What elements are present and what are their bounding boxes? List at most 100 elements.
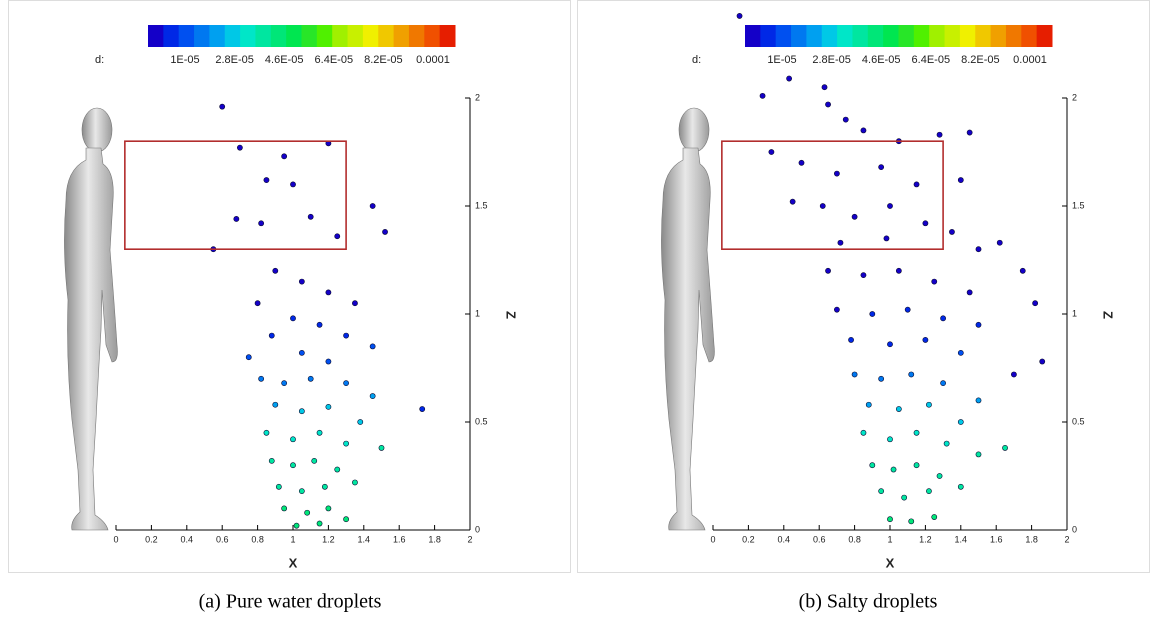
x-tick-label: 0.2 <box>145 534 158 544</box>
droplet <box>258 375 265 382</box>
x-tick-label: 0.6 <box>813 534 826 544</box>
droplet <box>352 300 358 307</box>
droplet <box>369 343 376 350</box>
x-tick-label: 1 <box>290 534 295 544</box>
droplet <box>904 306 911 313</box>
colorbar-swatch <box>347 25 364 47</box>
colorbar-swatch <box>898 25 915 47</box>
droplet <box>272 267 279 274</box>
droplet <box>334 466 341 473</box>
droplet <box>343 440 349 447</box>
droplet <box>786 75 793 82</box>
droplet <box>290 315 296 322</box>
droplet <box>293 522 300 529</box>
colorbar-swatch <box>1021 25 1038 47</box>
colorbar-tick-label: 6.4E-05 <box>912 54 951 66</box>
droplet <box>940 380 946 387</box>
z-axis-label: Z <box>504 311 519 319</box>
droplet <box>922 337 929 343</box>
droplet <box>887 341 893 348</box>
droplet <box>768 149 775 155</box>
colorbar-swatch <box>424 25 441 47</box>
colorbar-swatch <box>286 25 302 47</box>
droplet <box>736 13 743 19</box>
droplet <box>860 127 867 134</box>
droplet <box>895 267 902 274</box>
colorbar-tick-label: 2.8E-05 <box>215 54 254 66</box>
droplet <box>819 203 826 209</box>
droplet <box>281 380 288 387</box>
droplet <box>957 483 964 490</box>
x-tick-label: 1.6 <box>990 534 1003 544</box>
droplet <box>834 170 840 177</box>
z-tick-label: 1 <box>475 308 480 318</box>
droplet <box>975 246 982 253</box>
x-tick-label: 1.8 <box>1025 534 1038 544</box>
colorbar-tick-label: 1E-05 <box>170 54 199 66</box>
droplet <box>316 520 323 527</box>
colorbar-swatch <box>178 25 195 47</box>
droplet <box>316 429 323 436</box>
droplet <box>298 408 305 415</box>
droplet <box>908 371 915 378</box>
droplet <box>913 181 920 188</box>
x-tick-label: 0.2 <box>742 534 755 544</box>
x-tick-label: 0.8 <box>848 534 861 544</box>
droplet <box>307 375 314 382</box>
colorbar-swatch <box>883 25 899 47</box>
droplet <box>268 457 275 464</box>
colorbar-swatch <box>255 25 272 47</box>
colorbar-swatch <box>332 25 349 47</box>
droplet <box>901 494 908 501</box>
colorbar-tick-label: 8.2E-05 <box>961 54 1000 66</box>
droplet <box>1019 267 1026 274</box>
droplet <box>975 451 982 458</box>
colorbar-swatch <box>821 25 838 47</box>
droplet <box>834 306 840 313</box>
z-tick-label: 2 <box>1072 92 1077 102</box>
droplet <box>304 509 311 516</box>
droplet <box>887 203 893 209</box>
droplet <box>245 354 252 361</box>
droplet <box>842 116 849 123</box>
colorbar-swatch <box>224 25 241 47</box>
droplet <box>325 403 332 410</box>
droplet <box>887 516 893 523</box>
droplet <box>378 445 385 451</box>
droplet <box>860 272 867 279</box>
droplet <box>851 371 858 378</box>
z-tick-label: 0.5 <box>1072 416 1085 426</box>
droplet <box>798 159 805 166</box>
droplet <box>263 429 270 436</box>
x-tick-label: 0.6 <box>216 534 229 544</box>
droplet <box>931 278 938 285</box>
z-tick-label: 1.5 <box>475 200 488 210</box>
colorbar-swatch <box>148 25 164 47</box>
z-tick-label: 2 <box>475 92 480 102</box>
droplet <box>931 514 938 520</box>
droplet <box>949 229 955 235</box>
droplet <box>869 462 876 469</box>
droplet <box>878 375 885 382</box>
droplet <box>860 429 867 436</box>
colorbar-swatch <box>163 25 180 47</box>
human-model <box>661 107 715 531</box>
droplet <box>922 220 929 227</box>
droplet <box>926 401 932 408</box>
droplet <box>759 92 766 99</box>
colorbar-swatch <box>270 25 287 47</box>
droplet <box>334 233 341 240</box>
droplet <box>254 300 261 307</box>
colorbar-tick-label: 0.0001 <box>416 54 450 66</box>
droplet <box>219 103 226 110</box>
droplet <box>913 462 920 469</box>
droplet <box>789 198 796 205</box>
colorbar-swatch <box>775 25 792 47</box>
colorbar-swatch <box>194 25 210 47</box>
droplet <box>825 267 831 274</box>
droplet <box>281 505 288 512</box>
colorbar-tick-label: 2.8E-05 <box>812 54 851 66</box>
x-axis-label: X <box>886 555 895 570</box>
x-tick-label: 1.6 <box>393 534 406 544</box>
droplet <box>1011 371 1017 378</box>
